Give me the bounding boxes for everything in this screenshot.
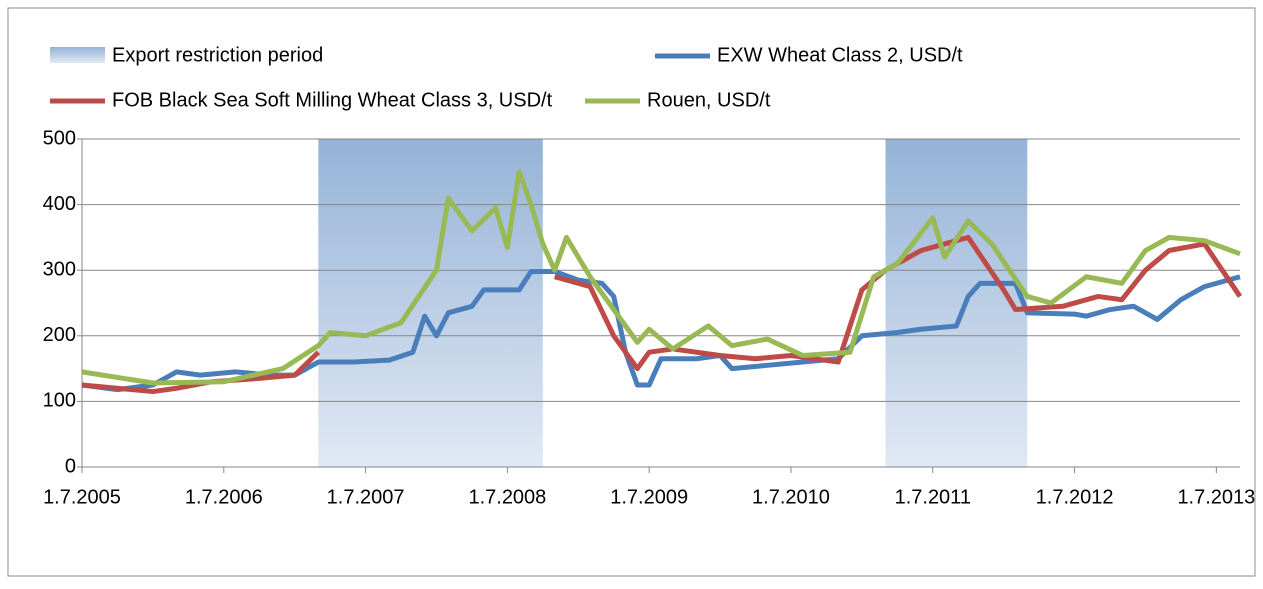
restriction-period bbox=[885, 139, 1028, 467]
x-tick-label: 1.7.2008 bbox=[468, 486, 546, 508]
x-tick-label: 1.7.2005 bbox=[43, 486, 121, 508]
frame bbox=[7, 7, 1256, 577]
x-tick-label: 1.7.2013 bbox=[1177, 486, 1255, 508]
x-tick-label: 1.7.2010 bbox=[752, 486, 830, 508]
x-tick-label: 1.7.2009 bbox=[610, 486, 688, 508]
legend-label: Rouen, USD/t bbox=[647, 89, 771, 111]
series-line bbox=[81, 269, 1241, 393]
legend-label: Export restriction period bbox=[112, 44, 323, 66]
restriction-period bbox=[318, 139, 543, 467]
legend-label: FOB Black Sea Soft Milling Wheat Class 3… bbox=[112, 89, 553, 111]
y-tick-label: 100 bbox=[43, 390, 76, 412]
x-tick-label: 1.7.2006 bbox=[185, 486, 263, 508]
y-tick-label: 0 bbox=[65, 455, 76, 477]
x-tick-label: 1.7.2007 bbox=[327, 486, 405, 508]
x-tick-label: 1.7.2012 bbox=[1036, 486, 1114, 508]
y-tick-label: 200 bbox=[43, 324, 76, 346]
series-line bbox=[81, 169, 1241, 386]
y-tick-label: 500 bbox=[43, 127, 76, 149]
legend-label: EXW Wheat Class 2, USD/t bbox=[717, 44, 963, 66]
legend-swatch bbox=[50, 47, 105, 63]
x-tick-label: 1.7.2011 bbox=[895, 486, 971, 508]
y-tick-label: 300 bbox=[43, 258, 76, 280]
y-tick-label: 400 bbox=[43, 193, 76, 215]
